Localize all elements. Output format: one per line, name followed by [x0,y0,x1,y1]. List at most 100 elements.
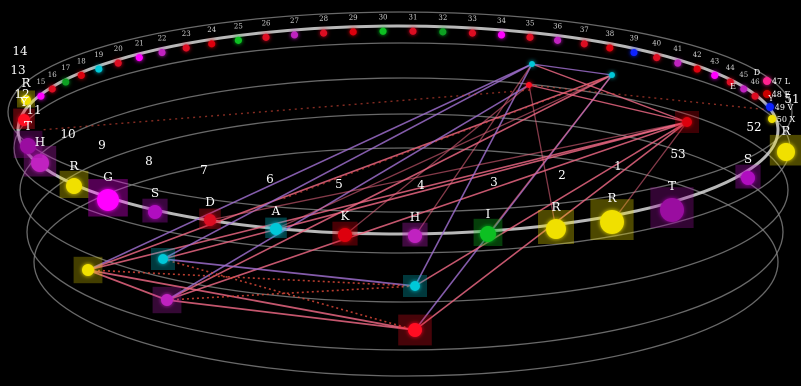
contact-link [611,121,688,223]
guide-ring-1 [7,11,793,213]
back-node [674,59,682,67]
back-number-label: 43 [710,57,719,65]
residue-number-label: 1 [614,159,622,173]
residue-number-label: 13 [10,63,25,77]
network-node [682,117,692,127]
residue-node [480,226,496,242]
residue-letter-label: S [151,186,159,200]
back-number-label: 23 [182,30,191,38]
contact-link [487,74,613,235]
contact-link [275,74,613,230]
guide-ring-4 [26,113,784,351]
contact-link [87,74,613,271]
residue-node [270,223,282,235]
guide-ring-3 [19,77,789,303]
contact-link [414,63,533,237]
back-number-label: 30 [379,13,388,21]
network-node [408,323,422,337]
back-number-label: 29 [349,14,358,22]
back-node [320,29,328,37]
residue-node [66,178,82,194]
right-residue-label: 49 V [775,103,794,112]
residue-letter-label: R [781,124,791,138]
back-number-label: 35 [526,19,535,27]
back-node [439,28,447,36]
residue-number-label: 12 [14,87,29,101]
back-number-label: 28 [319,15,328,23]
back-number-label: 41 [673,45,682,53]
back-node [290,31,299,39]
residue-number-label: 2 [558,168,566,182]
contact-link [166,121,688,301]
back-number-label: 26 [262,19,271,27]
residue-letter-label: H [410,210,420,224]
backbone-track [16,24,780,236]
residue-node [408,229,422,243]
residue-letter-label: R [69,159,79,173]
contact-link [344,84,530,236]
contact-link [166,84,530,301]
contact-link [209,121,688,221]
residue-node [763,90,771,98]
back-node [182,44,190,52]
residue-letter-label: H [35,135,45,149]
residue-letter-label: G [103,170,113,184]
contact-link [531,63,688,123]
back-number-label: 17 [61,64,70,72]
back-node [497,31,506,39]
residue-node [31,154,49,172]
residue-letter-label: R [607,191,617,205]
back-node [726,78,734,86]
back-number-label: 37 [580,26,589,34]
residue-number-label: 4 [417,178,425,192]
back-number-label: 42 [693,51,702,59]
back-node [37,92,45,100]
contact-link [166,74,613,301]
back-number-label: 27 [290,17,299,25]
residue-node [660,198,684,222]
contact-link [162,258,416,331]
back-number-label: 38 [605,30,614,38]
back-number-label: 39 [630,35,639,43]
residue-number-label: 10 [60,127,75,141]
backbone-ring [16,24,780,236]
residue-letter-label: D [205,195,215,209]
back-node [62,78,70,86]
back-number-label: 25 [234,22,243,30]
back-number-label: 21 [135,40,144,48]
back-node [693,65,701,73]
residue-number-label: 53 [670,147,685,161]
contact-link [87,269,416,331]
contact-links [39,63,771,331]
residue-letter-label: K [341,209,351,223]
back-node [554,36,562,44]
network-node [82,264,94,276]
residue-letter-label: A [271,204,281,218]
back-number-label: 34 [497,17,506,25]
extra-letter-label: D [754,68,760,77]
back-node [526,33,534,41]
residue-number-label: 6 [266,172,274,186]
back-node [751,92,759,100]
back-node [349,28,357,36]
back-number-label: 44 [726,64,735,72]
residue-node [763,77,771,85]
back-number-label: 19 [94,51,103,59]
back-node [409,27,417,35]
contact-link [528,84,771,111]
residue-letter-label: R [21,76,31,90]
residue-number-label: 52 [746,120,761,134]
contact-link [528,84,557,230]
guide-ring-5 [33,147,779,377]
network-node [410,281,420,291]
back-node [208,40,216,48]
network-node [529,61,535,67]
residue-node [148,205,162,219]
contact-link [531,63,613,76]
residue-node [546,219,566,239]
guide-rings [7,11,793,377]
back-number-label: 16 [48,71,57,79]
contact-link [39,89,531,131]
back-number-label: 40 [652,40,661,48]
